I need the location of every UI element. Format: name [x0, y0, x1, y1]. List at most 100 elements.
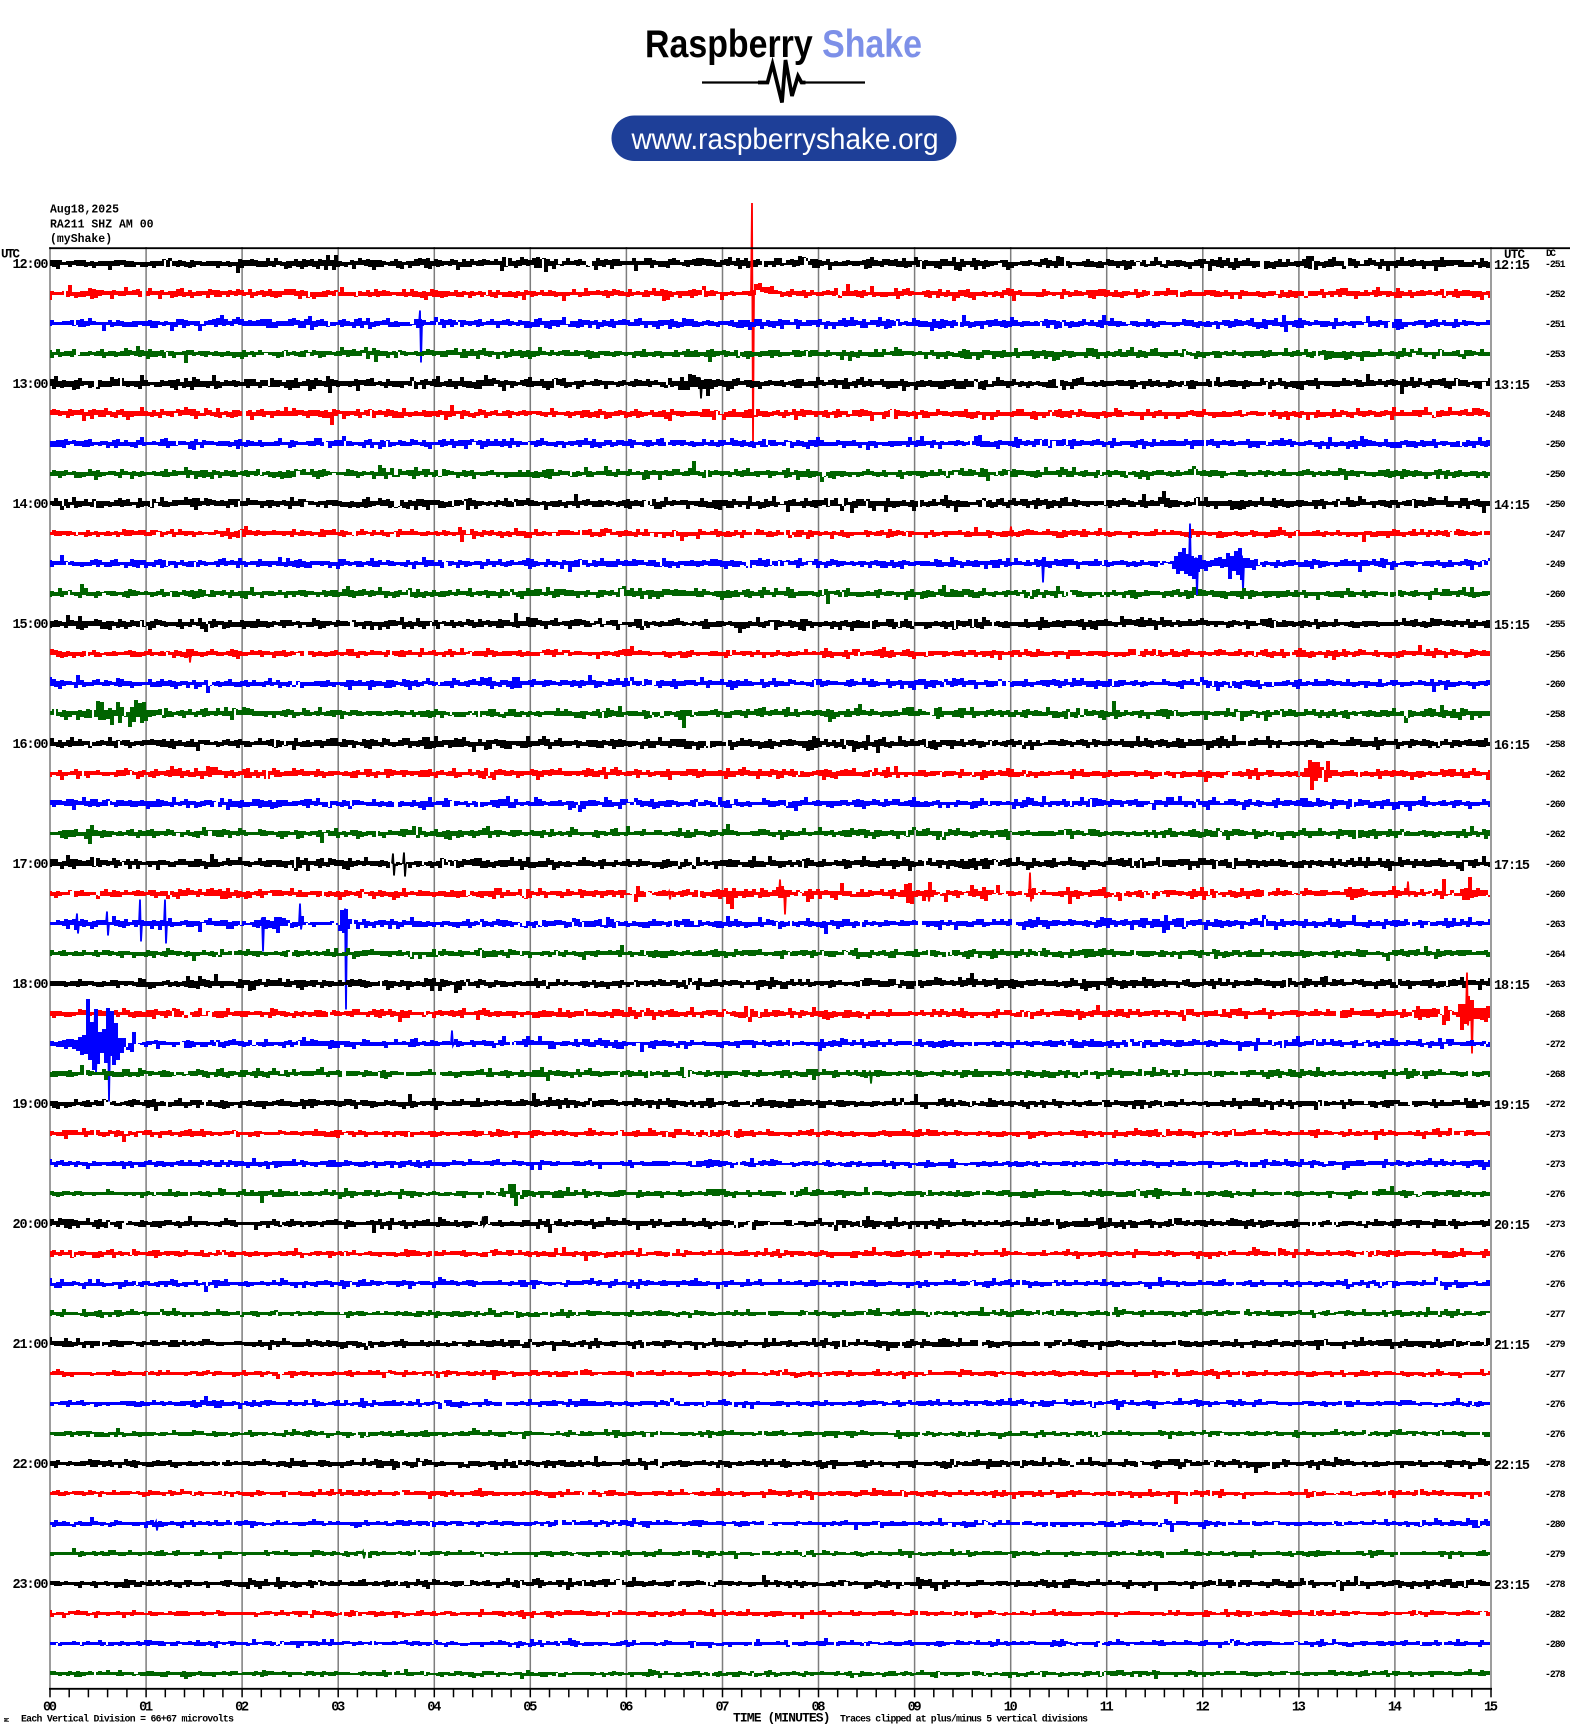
svg-text:-250: -250 [1545, 499, 1566, 510]
svg-text:-249: -249 [1545, 559, 1566, 570]
svg-text:-268: -268 [1545, 1009, 1566, 1020]
svg-text:13: 13 [1292, 1701, 1306, 1716]
svg-text:-273: -273 [1545, 1219, 1566, 1230]
svg-text:-279: -279 [1545, 1549, 1566, 1560]
svg-text:13:00: 13:00 [13, 378, 49, 393]
svg-text:-258: -258 [1545, 739, 1566, 750]
svg-text:00: 00 [43, 1701, 57, 1716]
svg-text:18:15: 18:15 [1494, 979, 1530, 994]
svg-text:14:00: 14:00 [13, 498, 49, 513]
svg-text:-277: -277 [1545, 1369, 1566, 1380]
svg-text:01: 01 [139, 1701, 153, 1716]
svg-text:03: 03 [331, 1701, 345, 1716]
svg-text:07: 07 [716, 1701, 730, 1716]
svg-text:-276: -276 [1545, 1399, 1566, 1410]
svg-text:UTC: UTC [1, 248, 20, 262]
svg-text:UTC: UTC [1504, 248, 1525, 262]
svg-text:-252: -252 [1545, 289, 1566, 300]
svg-text:(myShake): (myShake) [50, 233, 112, 246]
svg-text:-278: -278 [1545, 1579, 1566, 1590]
svg-text:02: 02 [235, 1701, 249, 1716]
svg-text:-250: -250 [1545, 439, 1566, 450]
svg-text:16:15: 16:15 [1494, 739, 1530, 754]
svg-text:16:00: 16:00 [13, 738, 49, 753]
svg-text:09: 09 [908, 1701, 922, 1716]
svg-text:06: 06 [619, 1701, 633, 1716]
svg-text:14: 14 [1388, 1701, 1402, 1716]
svg-text:-273: -273 [1545, 1129, 1566, 1140]
svg-text:-278: -278 [1545, 1669, 1566, 1680]
svg-text:21:00: 21:00 [13, 1338, 49, 1353]
svg-text:-280: -280 [1545, 1639, 1566, 1650]
svg-text:-277: -277 [1545, 1309, 1566, 1320]
svg-text:-253: -253 [1545, 379, 1566, 390]
svg-text:19:00: 19:00 [13, 1098, 49, 1113]
svg-text:22:15: 22:15 [1494, 1459, 1530, 1474]
svg-text:-276: -276 [1545, 1249, 1566, 1260]
svg-text:-278: -278 [1545, 1489, 1566, 1500]
svg-text:-276: -276 [1545, 1429, 1566, 1440]
svg-text:18:00: 18:00 [13, 978, 49, 993]
svg-text:-250: -250 [1545, 469, 1566, 480]
svg-text:23:00: 23:00 [13, 1578, 49, 1593]
svg-text:-262: -262 [1545, 769, 1566, 780]
svg-text:DC: DC [1546, 248, 1556, 259]
svg-text:-282: -282 [1545, 1609, 1566, 1620]
svg-text:08: 08 [812, 1701, 826, 1716]
svg-text:-264: -264 [1545, 949, 1566, 960]
svg-text:-272: -272 [1545, 1099, 1566, 1110]
svg-text:M: M [4, 1718, 12, 1722]
svg-text:Each Vertical Division = 66+: Each Vertical Division = 66+67 microvolt… [21, 1714, 234, 1725]
svg-text:-272: -272 [1545, 1039, 1566, 1050]
svg-text:14:15: 14:15 [1494, 499, 1530, 514]
svg-text:-268: -268 [1545, 1069, 1566, 1080]
svg-text:12:15: 12:15 [1494, 259, 1530, 274]
svg-text:-260: -260 [1545, 799, 1566, 810]
svg-text:13:15: 13:15 [1494, 379, 1530, 394]
svg-text:Raspberry Shake: Raspberry Shake [645, 23, 922, 66]
svg-text:-251: -251 [1545, 319, 1566, 330]
svg-text:-280: -280 [1545, 1519, 1566, 1530]
svg-text:20:15: 20:15 [1494, 1219, 1530, 1234]
svg-text:-263: -263 [1545, 979, 1566, 990]
svg-text:17:00: 17:00 [13, 858, 49, 873]
svg-text:-248: -248 [1545, 409, 1566, 420]
svg-text:19:15: 19:15 [1494, 1099, 1530, 1114]
svg-text:-256: -256 [1545, 649, 1566, 660]
svg-text:-260: -260 [1545, 589, 1566, 600]
svg-text:22:00: 22:00 [13, 1458, 49, 1473]
svg-text:Traces clipped at plus/minus 5: Traces clipped at plus/minus 5 vertical … [840, 1714, 1088, 1725]
svg-text:21:15: 21:15 [1494, 1339, 1530, 1354]
svg-text:-276: -276 [1545, 1279, 1566, 1290]
svg-text:12: 12 [1196, 1701, 1210, 1716]
svg-text:20:00: 20:00 [13, 1218, 49, 1233]
svg-text:-260: -260 [1545, 679, 1566, 690]
svg-text:12:00: 12:00 [13, 258, 49, 273]
svg-text:-279: -279 [1545, 1339, 1566, 1350]
svg-text:04: 04 [427, 1701, 441, 1716]
svg-text:15: 15 [1484, 1701, 1498, 1716]
svg-text:Aug18,2025: Aug18,2025 [50, 204, 119, 217]
svg-text:17:15: 17:15 [1494, 859, 1530, 874]
svg-text:-251: -251 [1545, 259, 1566, 270]
svg-text:-247: -247 [1545, 529, 1566, 540]
svg-text:-253: -253 [1545, 349, 1566, 360]
svg-text:www.raspberryshake.org: www.raspberryshake.org [631, 123, 939, 156]
svg-text:15:00: 15:00 [13, 618, 49, 633]
svg-text:-276: -276 [1545, 1189, 1566, 1200]
svg-text:10: 10 [1004, 1701, 1018, 1716]
svg-text:-260: -260 [1545, 889, 1566, 900]
svg-text:-255: -255 [1545, 619, 1566, 630]
svg-text:-278: -278 [1545, 1459, 1566, 1470]
svg-text:-263: -263 [1545, 919, 1566, 930]
svg-text:TIME (MINUTES): TIME (MINUTES) [733, 1711, 831, 1726]
svg-text:-258: -258 [1545, 709, 1566, 720]
svg-text:15:15: 15:15 [1494, 619, 1530, 634]
svg-text:RA211 SHZ AM 00: RA211 SHZ AM 00 [50, 218, 154, 231]
svg-text:-262: -262 [1545, 829, 1566, 840]
svg-text:-273: -273 [1545, 1159, 1566, 1170]
svg-text:23:15: 23:15 [1494, 1579, 1530, 1594]
svg-text:-260: -260 [1545, 859, 1566, 870]
svg-text:11: 11 [1100, 1701, 1114, 1716]
svg-text:05: 05 [523, 1701, 537, 1716]
